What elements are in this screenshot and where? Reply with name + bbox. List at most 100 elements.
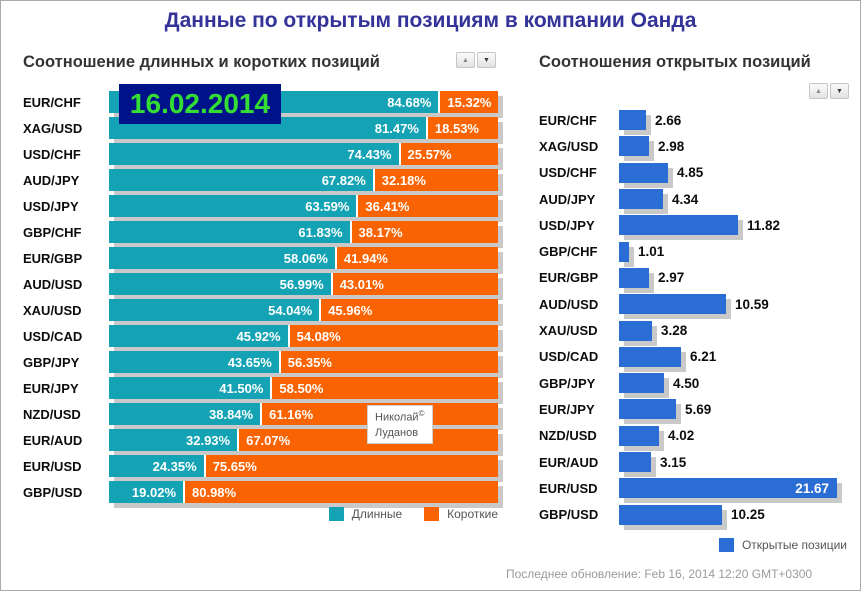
short-bar-segment[interactable]: 38.17% <box>351 221 498 243</box>
currency-pair-label: USD/CHF <box>23 146 81 162</box>
open-position-bar[interactable] <box>619 267 649 288</box>
open-position-bar[interactable] <box>619 399 676 420</box>
short-bar-segment[interactable]: 36.41% <box>358 195 498 217</box>
open-position-bar[interactable] <box>619 189 663 210</box>
table-row: EUR/CHF 2.66 <box>521 107 859 133</box>
copyright-icon: © <box>418 409 425 418</box>
open-position-bar[interactable]: 21.67 <box>619 478 837 499</box>
table-row: XAU/USD 54.04% 45.96% <box>11 297 513 323</box>
long-short-bar-rows: EUR/CHF 84.68% 15.32% XAG/USD 81.47% 18.53% US… <box>11 89 513 505</box>
currency-pair-label: EUR/GBP <box>539 270 599 286</box>
long-bar-segment[interactable]: 58.06% <box>109 247 335 269</box>
left-chart-title: Соотношение длинных и коротких позиций <box>23 53 380 71</box>
currency-pair-label: AUD/USD <box>23 276 83 292</box>
open-position-bar[interactable] <box>619 346 681 367</box>
long-bar-segment[interactable]: 43.65% <box>109 351 279 373</box>
open-position-bar[interactable] <box>619 110 646 131</box>
currency-pair-label: XAU/USD <box>23 302 82 318</box>
short-value-label: 36.41% <box>365 198 410 214</box>
table-row: EUR/USD 21.67 <box>521 475 859 501</box>
value-label: 1.01 <box>638 244 665 260</box>
value-label: 5.69 <box>685 401 712 417</box>
currency-pair-label: AUD/USD <box>539 296 599 312</box>
open-positions-bar-rows: EUR/CHF 2.66 XAG/USD 2.98 USD/CHF 4.85 AUD/JPY… <box>521 107 859 528</box>
down-arrow-icon: ▼ <box>836 87 843 95</box>
long-bar-segment[interactable]: 61.83% <box>109 221 350 243</box>
short-bar-segment[interactable]: 56.35% <box>280 351 498 373</box>
short-value-label: 61.16% <box>269 406 314 422</box>
table-row: EUR/GBP 58.06% 41.94% <box>11 245 513 271</box>
currency-pair-label: GBP/JPY <box>539 375 596 391</box>
open-position-bar[interactable] <box>619 452 651 472</box>
long-short-stacked-bar: 32.93% 67.07% <box>109 429 498 451</box>
long-short-stacked-bar: 24.35% 75.65% <box>109 455 498 477</box>
open-position-bar[interactable] <box>619 136 649 157</box>
short-bar-segment[interactable]: 58.50% <box>272 377 498 399</box>
currency-pair-label: EUR/CHF <box>539 112 597 128</box>
open-position-bar[interactable] <box>619 241 629 262</box>
short-value-label: 45.96% <box>328 302 373 318</box>
table-row: EUR/JPY 41.50% 58.50% <box>11 375 513 401</box>
short-value-label: 38.17% <box>358 224 403 240</box>
short-bar-segment[interactable]: 32.18% <box>374 169 498 191</box>
short-bar-segment[interactable]: 18.53% <box>427 117 498 139</box>
long-bar-segment[interactable]: 67.82% <box>109 169 373 191</box>
scroll-down-button[interactable]: ▼ <box>477 52 496 68</box>
scroll-up-button[interactable]: ▲ <box>809 83 828 99</box>
open-position-bar[interactable] <box>619 373 664 394</box>
short-bar-segment[interactable]: 80.98% <box>185 481 498 503</box>
long-value-label: 38.84% <box>209 406 254 422</box>
open-position-bar[interactable] <box>619 320 652 341</box>
scroll-up-button[interactable]: ▲ <box>456 52 475 68</box>
short-value-label: 67.07% <box>246 432 291 448</box>
short-bar-segment[interactable]: 45.96% <box>321 299 498 321</box>
short-bar-segment[interactable]: 75.65% <box>205 455 498 477</box>
scroll-down-button[interactable]: ▼ <box>830 83 849 99</box>
long-short-stacked-bar: 56.99% 43.01% <box>109 273 498 295</box>
open-position-bar[interactable] <box>619 215 738 236</box>
short-value-label: 41.94% <box>343 250 388 266</box>
long-value-label: 32.93% <box>186 432 231 448</box>
currency-pair-label: USD/CAD <box>23 328 83 344</box>
table-row: AUD/USD 56.99% 43.01% <box>11 271 513 297</box>
long-bar-segment[interactable]: 38.84% <box>109 403 261 425</box>
short-bar-segment[interactable]: 15.32% <box>440 91 498 113</box>
currency-pair-label: GBP/CHF <box>539 244 598 260</box>
long-value-label: 45.92% <box>236 328 281 344</box>
long-bar-segment[interactable]: 41.50% <box>109 377 271 399</box>
table-row: NZD/USD 38.84% 61.16% <box>11 401 513 427</box>
value-label: 2.66 <box>655 112 682 128</box>
value-label: 4.02 <box>668 428 695 444</box>
long-bar-segment[interactable]: 63.59% <box>109 195 357 217</box>
open-position-bar[interactable] <box>619 504 722 525</box>
long-bar-segment[interactable]: 54.04% <box>109 299 320 321</box>
value-label: 4.85 <box>677 165 704 181</box>
page-title: Данные по открытым позициям в компании О… <box>164 9 697 32</box>
table-row: EUR/AUD 3.15 <box>521 449 859 475</box>
currency-pair-label: USD/JPY <box>23 198 79 214</box>
short-bar-segment[interactable]: 25.57% <box>400 143 498 165</box>
long-value-label: 56.99% <box>279 276 324 292</box>
long-bar-segment[interactable]: 56.99% <box>109 273 331 295</box>
currency-pair-label: GBP/CHF <box>23 224 82 240</box>
left-chart-scroll-controls: ▲ ▼ <box>456 52 496 68</box>
short-value-label: 18.53% <box>434 120 479 136</box>
currency-pair-label: GBP/USD <box>539 507 599 523</box>
up-arrow-icon: ▲ <box>462 56 469 64</box>
long-bar-segment[interactable]: 24.35% <box>109 455 204 477</box>
open-position-bar[interactable] <box>619 294 726 315</box>
currency-pair-label: NZD/USD <box>23 406 81 422</box>
long-legend-label: Длинные <box>351 507 403 521</box>
long-short-stacked-bar: 43.65% 56.35% <box>109 351 498 373</box>
short-bar-segment[interactable]: 54.08% <box>289 325 498 347</box>
long-bar-segment[interactable]: 74.43% <box>109 143 399 165</box>
long-bar-segment[interactable]: 32.93% <box>109 429 238 451</box>
open-position-bar[interactable] <box>619 425 659 446</box>
table-row: GBP/USD 10.25 <box>521 501 859 527</box>
long-value-label: 61.83% <box>298 224 343 240</box>
short-bar-segment[interactable]: 41.94% <box>336 247 498 269</box>
short-bar-segment[interactable]: 43.01% <box>332 273 498 295</box>
long-bar-segment[interactable]: 19.02% <box>109 481 183 503</box>
open-position-bar[interactable] <box>619 162 668 183</box>
long-bar-segment[interactable]: 45.92% <box>109 325 288 347</box>
